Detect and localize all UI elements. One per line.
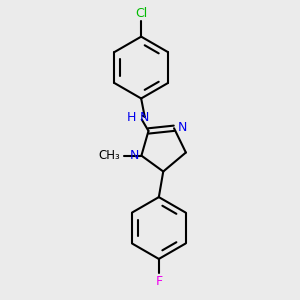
Text: N: N [140,111,149,124]
Text: N: N [130,148,139,161]
Text: N: N [178,121,188,134]
Text: CH₃: CH₃ [98,149,120,162]
Text: H: H [127,111,136,124]
Text: F: F [155,275,162,288]
Text: Cl: Cl [135,7,147,20]
